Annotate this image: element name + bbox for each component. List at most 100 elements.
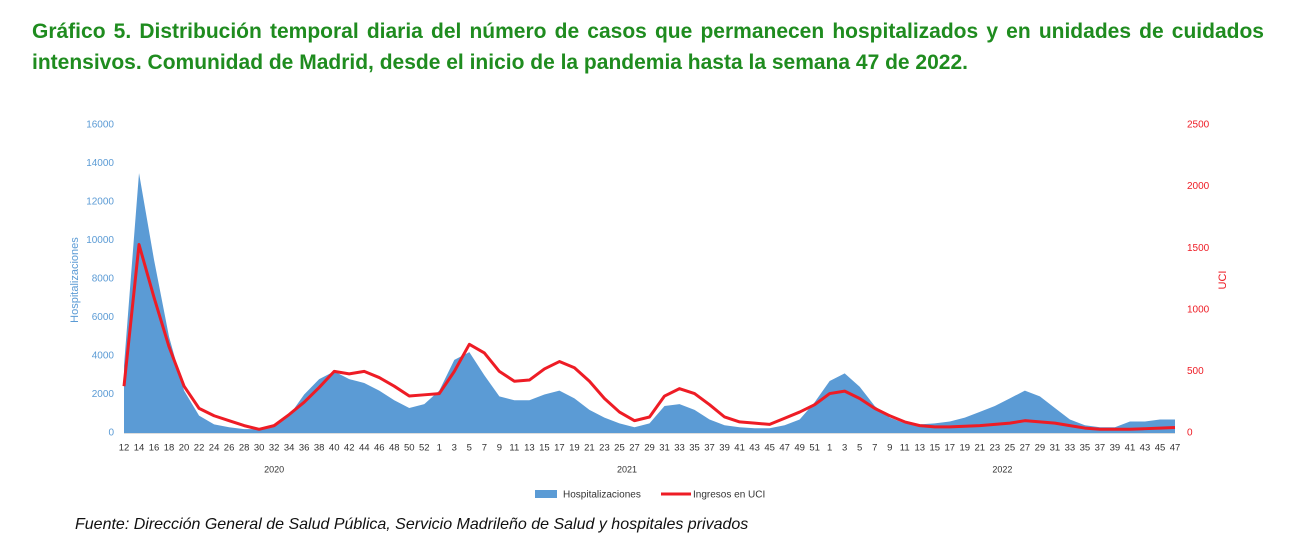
line [122, 243, 1176, 431]
x-tick-label: 16 [149, 443, 160, 454]
y-tick-label: 4000 [92, 351, 115, 362]
x-tick-label: 20 [179, 443, 190, 454]
y2-tick-label: 2000 [1187, 181, 1210, 192]
x-tick-label: 7 [872, 443, 877, 454]
x-tick-label: 19 [569, 443, 580, 454]
x-tick-label: 9 [497, 443, 502, 454]
x-tick-label: 11 [509, 443, 519, 454]
x-tick-label: 40 [329, 443, 340, 454]
x-tick-label: 22 [194, 443, 205, 454]
x-tick-label: 45 [764, 443, 775, 454]
x-tick-label: 41 [734, 443, 745, 454]
x-tick-label: 15 [929, 443, 940, 454]
x-tick-label: 9 [887, 443, 892, 454]
y2-tick-label: 1000 [1187, 304, 1210, 315]
x-tick-label: 31 [1050, 443, 1061, 454]
y-axis-label: Hospitalizaciones [69, 237, 81, 323]
x-tick-label: 17 [944, 443, 955, 454]
x-tick-label: 38 [314, 443, 325, 454]
x-tick-label: 15 [539, 443, 550, 454]
x-group-label: 2020 [264, 464, 284, 474]
y-tick-label: 0 [108, 428, 114, 439]
x-tick-label: 43 [1140, 443, 1151, 454]
x-tick-label: 25 [614, 443, 625, 454]
x-tick-label: 13 [914, 443, 925, 454]
x-tick-label: 27 [1020, 443, 1031, 454]
x-tick-label: 26 [224, 443, 235, 454]
x-tick-label: 24 [209, 443, 220, 454]
x-group-label: 2021 [617, 464, 637, 474]
x-tick-label: 52 [419, 443, 430, 454]
x-tick-label: 49 [794, 443, 805, 454]
x-tick-label: 44 [359, 443, 370, 454]
x-tick-label: 36 [299, 443, 310, 454]
x-tick-label: 43 [749, 443, 760, 454]
area [124, 173, 1175, 433]
y-tick-label: 14000 [86, 158, 114, 169]
y-tick-label: 8000 [92, 274, 115, 285]
x-tick-label: 34 [284, 443, 295, 454]
x-tick-label: 17 [554, 443, 565, 454]
x-tick-label: 27 [629, 443, 640, 454]
x-tick-label: 37 [704, 443, 715, 454]
legend-label: Ingresos en UCI [693, 490, 765, 501]
y-tick-label: 6000 [92, 312, 115, 323]
y-tick-label: 12000 [86, 197, 114, 208]
x-tick-label: 45 [1155, 443, 1166, 454]
x-tick-label: 3 [452, 443, 457, 454]
x-tick-label: 3 [842, 443, 847, 454]
x-tick-label: 1 [437, 443, 442, 454]
y2-tick-label: 0 [1187, 428, 1193, 439]
x-tick-label: 7 [482, 443, 487, 454]
y2-tick-label: 2500 [1187, 120, 1210, 131]
x-tick-label: 33 [1065, 443, 1076, 454]
x-tick-label: 28 [239, 443, 250, 454]
y2-tick-label: 500 [1187, 366, 1204, 377]
x-tick-label: 39 [719, 443, 730, 454]
y2-tick-label: 1500 [1187, 243, 1210, 254]
x-tick-label: 25 [1005, 443, 1016, 454]
x-tick-label: 5 [857, 443, 862, 454]
x-tick-label: 47 [1170, 443, 1181, 454]
source-note: Fuente: Dirección General de Salud Públi… [75, 516, 749, 533]
x-tick-label: 46 [374, 443, 385, 454]
x-tick-label: 11 [900, 443, 910, 454]
x-tick-label: 29 [1035, 443, 1046, 454]
x-tick-label: 39 [1110, 443, 1121, 454]
x-tick-label: 23 [990, 443, 1001, 454]
x-tick-label: 13 [524, 443, 535, 454]
x-tick-label: 31 [659, 443, 670, 454]
y-tick-label: 2000 [92, 389, 115, 400]
x-tick-label: 35 [1080, 443, 1091, 454]
x-tick-label: 48 [389, 443, 400, 454]
x-tick-label: 29 [644, 443, 655, 454]
x-tick-label: 14 [134, 443, 145, 454]
x-tick-label: 42 [344, 443, 355, 454]
x-tick-label: 33 [674, 443, 685, 454]
x-tick-label: 19 [960, 443, 971, 454]
y2-axis-label: UCI [1217, 271, 1229, 290]
x-tick-label: 18 [164, 443, 175, 454]
chart-title: Gráfico 5. Distribución temporal diaria … [32, 20, 1264, 74]
x-tick-label: 41 [1125, 443, 1136, 454]
y-tick-label: 16000 [86, 120, 114, 131]
legend-label: Hospitalizaciones [563, 490, 641, 501]
x-tick-label: 32 [269, 443, 280, 454]
x-tick-label: 47 [779, 443, 790, 454]
x-tick-label: 37 [1095, 443, 1106, 454]
x-tick-label: 1 [827, 443, 832, 454]
y-tick-label: 10000 [86, 235, 114, 246]
chart: Hospitalizaciones UCI 0 2000 4000 6000 8000 1… [69, 120, 1229, 501]
x-tick-label: 30 [254, 443, 265, 454]
legend-swatch [535, 490, 557, 498]
x-tick-label: 21 [584, 443, 595, 454]
x-tick-label: 23 [599, 443, 610, 454]
x-tick-label: 12 [119, 443, 130, 454]
x-tick-label: 21 [975, 443, 986, 454]
x-group-label: 2022 [992, 464, 1012, 474]
x-tick-label: 50 [404, 443, 415, 454]
x-tick-label: 51 [809, 443, 820, 454]
x-tick-label: 5 [467, 443, 472, 454]
x-tick-label: 35 [689, 443, 700, 454]
